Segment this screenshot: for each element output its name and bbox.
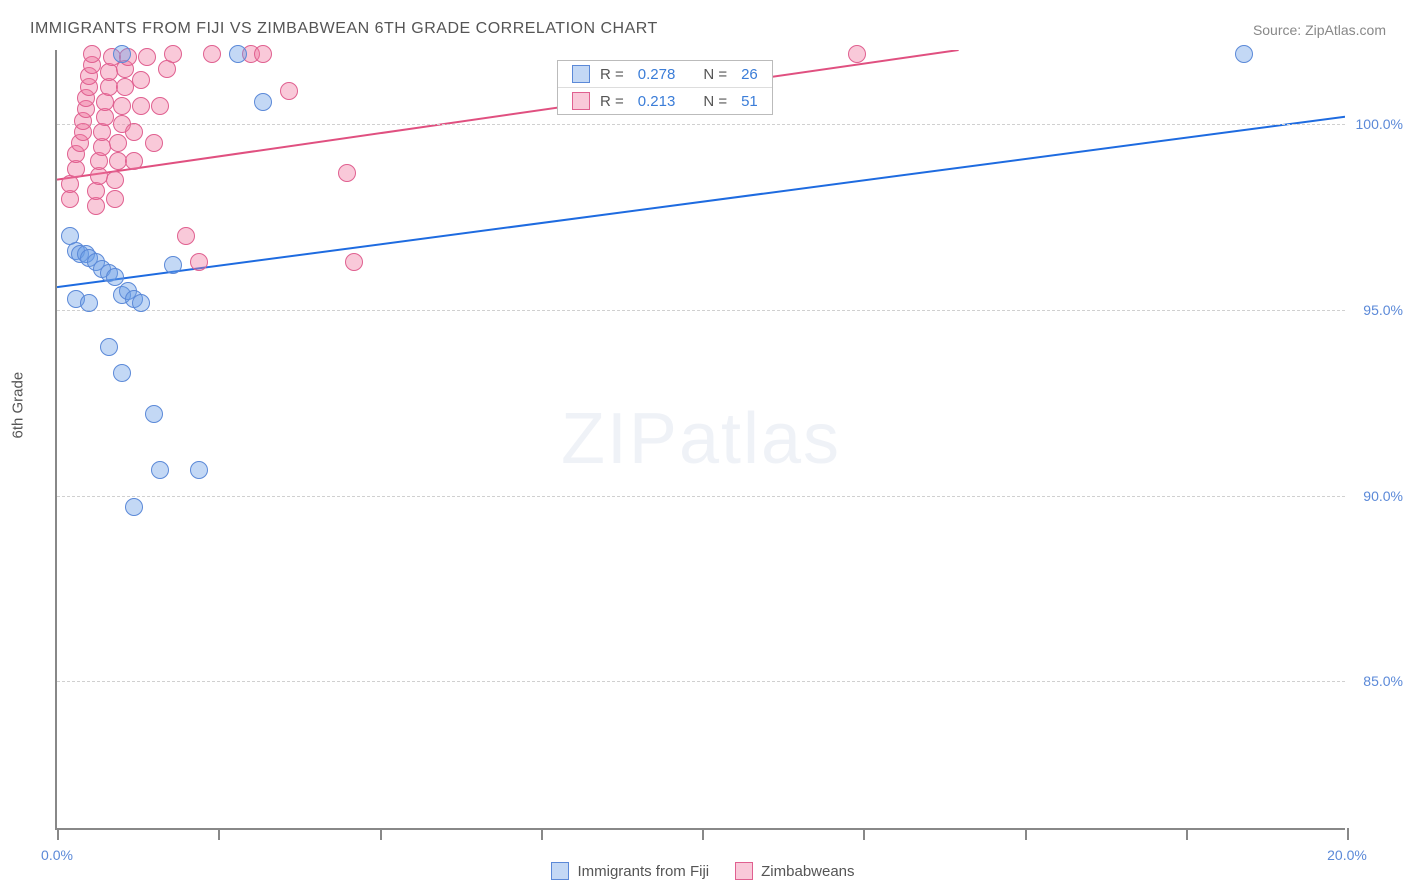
x-tick [1186,828,1188,840]
legend-row-fiji: R = 0.278 N = 26 [558,61,772,87]
legend-n-value: 51 [741,93,758,110]
y-tick-label: 100.0% [1356,116,1403,132]
scatter-point-fiji [132,294,150,312]
scatter-point-fiji [125,498,143,516]
legend-swatch-zimbabwe [572,92,590,110]
scatter-point-zimbabwe [132,71,150,89]
scatter-point-zimbabwe [254,45,272,63]
x-tick [863,828,865,840]
scatter-point-fiji [1235,45,1253,63]
legend-bottom-label: Zimbabweans [761,863,854,880]
scatter-point-zimbabwe [132,97,150,115]
scatter-point-zimbabwe [125,123,143,141]
x-tick-label: 20.0% [1327,847,1367,863]
scatter-point-fiji [164,256,182,274]
scatter-point-fiji [106,268,124,286]
chart-plot-area: ZIPatlas R =0.278N =26R =0.213N =51 85.0… [55,50,1345,830]
y-tick-label: 85.0% [1363,673,1403,689]
scatter-point-zimbabwe [125,152,143,170]
scatter-point-zimbabwe [203,45,221,63]
x-tick [541,828,543,840]
correlation-legend: R = 0.278 N = 26 R = 0.213 N = 51 [557,60,773,115]
scatter-point-zimbabwe [138,48,156,66]
x-tick [1347,828,1349,840]
gridline-horizontal [57,681,1345,682]
y-tick-label: 90.0% [1363,488,1403,504]
gridline-horizontal [57,496,1345,497]
scatter-point-zimbabwe [345,253,363,271]
scatter-point-fiji [113,45,131,63]
scatter-point-fiji [229,45,247,63]
gridline-horizontal [57,124,1345,125]
x-tick [1025,828,1027,840]
legend-n-label: N = [703,66,727,83]
legend-r-label: R = [600,93,624,110]
legend-bottom-label: Immigrants from Fiji [577,863,709,880]
x-tick [702,828,704,840]
scatter-point-zimbabwe [113,97,131,115]
chart-title: IMMIGRANTS FROM FIJI VS ZIMBABWEAN 6TH G… [30,20,658,38]
scatter-point-zimbabwe [106,190,124,208]
legend-swatch-fiji [551,862,569,880]
watermark: ZIPatlas [561,398,841,480]
scatter-point-zimbabwe [109,134,127,152]
gridline-horizontal [57,310,1345,311]
scatter-point-fiji [254,93,272,111]
x-tick [57,828,59,840]
legend-bottom-item-zimbabwe: Zimbabweans [735,862,854,880]
scatter-point-fiji [145,405,163,423]
scatter-point-zimbabwe [83,45,101,63]
scatter-point-fiji [190,461,208,479]
y-axis-label: 6th Grade [10,372,27,439]
scatter-point-zimbabwe [190,253,208,271]
scatter-point-fiji [80,294,98,312]
series-legend: Immigrants from Fiji Zimbabweans [0,862,1406,880]
scatter-point-zimbabwe [177,227,195,245]
x-tick [218,828,220,840]
scatter-point-fiji [113,364,131,382]
source-label: Source: ZipAtlas.com [1253,22,1386,38]
scatter-point-fiji [100,338,118,356]
legend-row-zimbabwe: R = 0.213 N = 51 [558,87,772,114]
x-tick-label: 0.0% [41,847,73,863]
legend-r-value: 0.213 [638,93,676,110]
legend-swatch-zimbabwe [735,862,753,880]
legend-swatch-fiji [572,65,590,83]
y-tick-label: 95.0% [1363,302,1403,318]
trend-line-zimbabwe [57,50,959,180]
x-tick [380,828,382,840]
legend-bottom-item-fiji: Immigrants from Fiji [551,862,709,880]
trend-lines-svg [57,50,1345,828]
legend-n-value: 26 [741,66,758,83]
scatter-point-fiji [151,461,169,479]
legend-n-label: N = [703,93,727,110]
scatter-point-zimbabwe [338,164,356,182]
scatter-point-zimbabwe [145,134,163,152]
scatter-point-zimbabwe [164,45,182,63]
legend-r-value: 0.278 [638,66,676,83]
trend-line-fiji [57,117,1345,287]
legend-r-label: R = [600,66,624,83]
scatter-point-zimbabwe [280,82,298,100]
scatter-point-zimbabwe [106,171,124,189]
scatter-point-zimbabwe [848,45,866,63]
scatter-point-zimbabwe [151,97,169,115]
